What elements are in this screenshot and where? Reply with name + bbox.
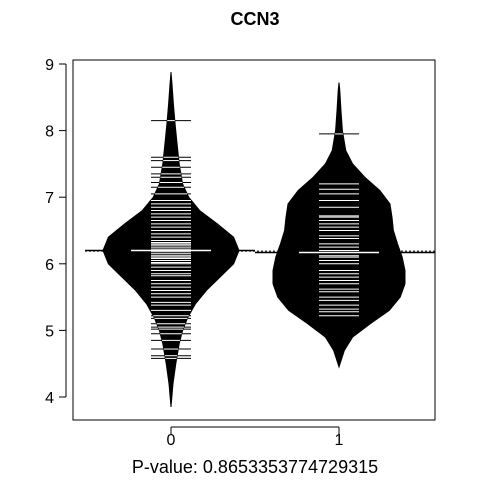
x-tick-label: 1 bbox=[335, 432, 344, 449]
y-tick-label: 9 bbox=[45, 57, 54, 74]
chart-title: CCN3 bbox=[230, 9, 279, 29]
p-value-label: P-value: 0.8653353774729315 bbox=[132, 457, 378, 477]
x-tick-label: 0 bbox=[167, 432, 176, 449]
axes: 4 5 6 7 8 9 0 1 bbox=[45, 57, 343, 449]
plot-area bbox=[85, 71, 435, 408]
bean-1 bbox=[272, 82, 406, 369]
y-tick-label: 6 bbox=[45, 257, 54, 274]
y-tick-label: 8 bbox=[45, 124, 54, 141]
y-tick-label: 7 bbox=[45, 190, 54, 207]
y-tick-label: 4 bbox=[45, 390, 54, 407]
bean-0 bbox=[102, 71, 240, 408]
y-tick-label: 5 bbox=[45, 323, 54, 340]
plot-frame bbox=[72, 59, 436, 421]
